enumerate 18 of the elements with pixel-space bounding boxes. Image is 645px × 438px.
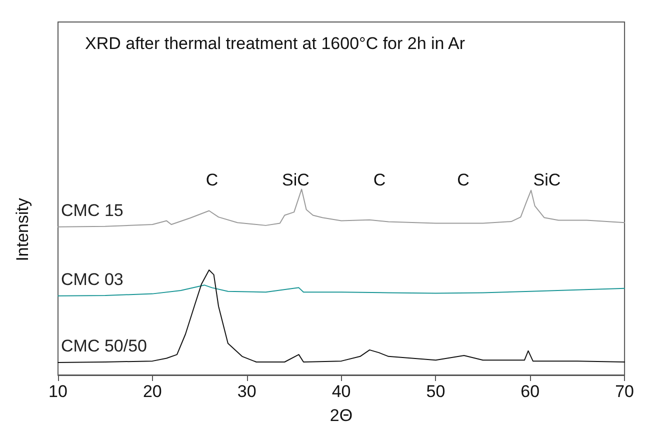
y-axis-title: Intensity [13,198,32,262]
chart-title: XRD after thermal treatment at 1600°C for 2h in Ar [85,34,466,53]
annotation: SiC [533,170,561,190]
annotation: C [457,170,470,190]
series-label: CMC 03 [61,270,124,289]
x-tick-label: 40 [332,382,351,401]
annotation: SiC [282,170,310,190]
annotation: C [206,170,218,190]
x-tick-label: 10 [48,382,68,401]
x-tick-label: 30 [237,382,256,401]
series-label: CMC 15 [61,200,124,220]
x-tick-label: 70 [615,382,634,401]
x-tick-label: 20 [142,382,162,401]
x-tick-label: 50 [426,382,446,401]
annotation: C [373,170,386,190]
x-tick-label: 60 [520,382,540,401]
x-axis-title: 2Θ [330,406,353,425]
series-label: CMC 50/50 [61,336,147,356]
